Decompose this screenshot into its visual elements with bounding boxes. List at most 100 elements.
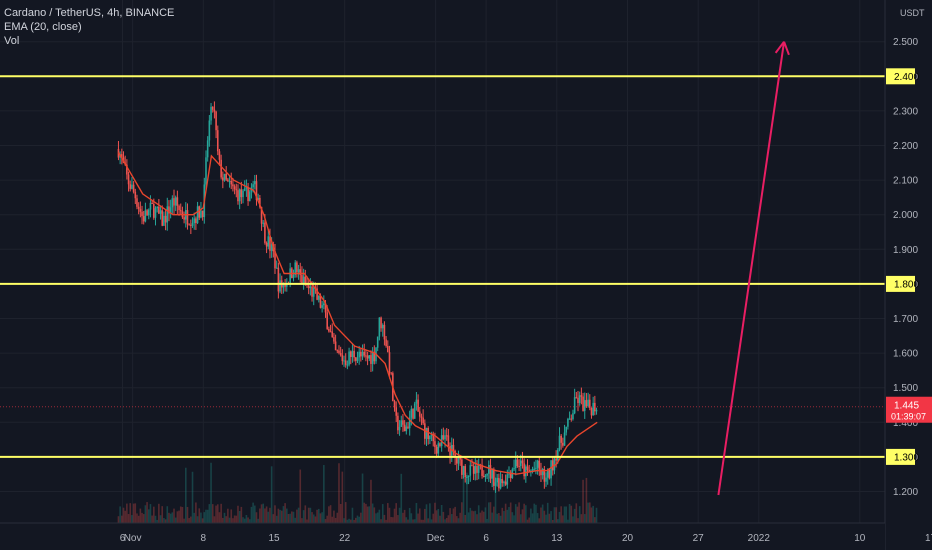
current-price-label: 1.445 xyxy=(894,401,919,412)
candle-body xyxy=(265,242,268,247)
candle-body xyxy=(358,351,360,358)
volume-bar xyxy=(536,513,539,523)
candle-body xyxy=(223,173,226,181)
volume-bar xyxy=(238,510,241,523)
time-axis[interactable]: 6Nov81522Dec613202720221017 xyxy=(0,522,932,550)
candle-body xyxy=(435,447,438,454)
ema-indicator-label: EMA (20, close) xyxy=(4,21,82,33)
candle-body xyxy=(341,355,344,362)
volume-bar xyxy=(299,469,302,523)
candle-body xyxy=(385,339,387,347)
volume-indicator-label: Vol xyxy=(4,35,20,47)
candle-body xyxy=(533,468,536,470)
candle-body xyxy=(210,106,212,121)
volume-bar xyxy=(555,507,557,523)
x-tick-label: 8 xyxy=(201,533,207,544)
candle-body xyxy=(216,130,219,152)
volume-bar xyxy=(122,507,125,523)
volume-bar xyxy=(513,515,515,523)
volume-bar xyxy=(494,471,497,523)
volume-bar xyxy=(482,511,485,523)
x-tick-label: 27 xyxy=(693,533,705,544)
volume-bar xyxy=(385,519,387,523)
volume-bar xyxy=(442,511,445,523)
candle-body xyxy=(309,286,312,289)
volume-bar xyxy=(348,518,350,523)
candle-body xyxy=(279,280,281,292)
candle-body xyxy=(432,433,435,442)
y-tick-label: 1.500 xyxy=(893,383,918,394)
volume-bar xyxy=(292,511,295,523)
candle-body xyxy=(514,459,517,469)
projection-arrow[interactable] xyxy=(717,41,790,496)
candle-body xyxy=(378,317,381,337)
volume-bar xyxy=(373,507,376,523)
volume-bar xyxy=(535,504,537,523)
volume-bar xyxy=(575,503,578,523)
volume-bar xyxy=(580,514,583,523)
candle-body xyxy=(311,286,313,297)
volume-bar xyxy=(588,502,591,523)
volume-bar xyxy=(252,502,254,523)
volume-bar xyxy=(472,511,475,523)
volume-bar xyxy=(309,507,312,523)
candle-body xyxy=(154,208,157,218)
volume-bar xyxy=(380,519,382,523)
candle-body xyxy=(248,191,251,202)
candle-body xyxy=(442,435,445,440)
candle-body xyxy=(121,154,123,158)
volume-bar xyxy=(307,507,310,523)
volume-bar xyxy=(526,519,529,523)
volume-bar xyxy=(183,518,185,523)
horizontal-levels[interactable] xyxy=(0,75,885,458)
volume-bar xyxy=(456,516,458,523)
candle-body xyxy=(188,224,190,226)
candle-body xyxy=(191,223,194,226)
candle-body xyxy=(427,428,429,440)
volume-bar xyxy=(386,503,389,523)
candle-body xyxy=(370,355,372,364)
volume-bar xyxy=(449,508,451,523)
candle-body xyxy=(518,466,520,468)
candle-body xyxy=(563,432,566,446)
volume-bar xyxy=(454,506,456,523)
candle-body xyxy=(476,466,478,473)
candle-body xyxy=(360,351,362,357)
volume-bar xyxy=(296,509,298,523)
candle-body xyxy=(141,211,143,217)
volume-bar xyxy=(427,518,429,523)
candle-body xyxy=(437,443,440,454)
candle-body xyxy=(477,464,480,473)
price-axis[interactable]: 1.200 1.300 1.400 1.500 1.600 1.700 1.800 1.900… xyxy=(884,0,932,550)
volume-bar xyxy=(349,519,352,523)
candle-body xyxy=(218,151,221,160)
volume-bar xyxy=(243,518,246,523)
candle-body xyxy=(519,460,522,467)
volume-bar xyxy=(543,510,546,523)
candle-body xyxy=(302,276,305,284)
volume-bar xyxy=(363,502,366,523)
volume-bar xyxy=(518,502,520,523)
volume-bar xyxy=(257,518,259,523)
volume-bar xyxy=(321,512,323,523)
volume-bar xyxy=(193,512,196,523)
candle-body xyxy=(144,210,147,222)
volume-bar xyxy=(117,516,120,523)
candle-body xyxy=(513,468,515,470)
volume-bar xyxy=(528,517,530,523)
ema-line xyxy=(117,152,598,475)
candle-body xyxy=(339,353,342,356)
candle-body xyxy=(262,222,265,224)
y-tick-label: 1.400 xyxy=(893,418,918,429)
candle-body xyxy=(575,397,578,399)
candle-body xyxy=(343,360,345,362)
candle-body xyxy=(572,413,574,420)
candle-body xyxy=(252,184,254,188)
candle-body xyxy=(159,210,162,214)
volume-bar xyxy=(181,506,184,523)
candle-body xyxy=(380,317,382,329)
volume-bar xyxy=(159,515,162,523)
candle-body xyxy=(198,206,201,218)
volume-bar xyxy=(163,518,165,523)
